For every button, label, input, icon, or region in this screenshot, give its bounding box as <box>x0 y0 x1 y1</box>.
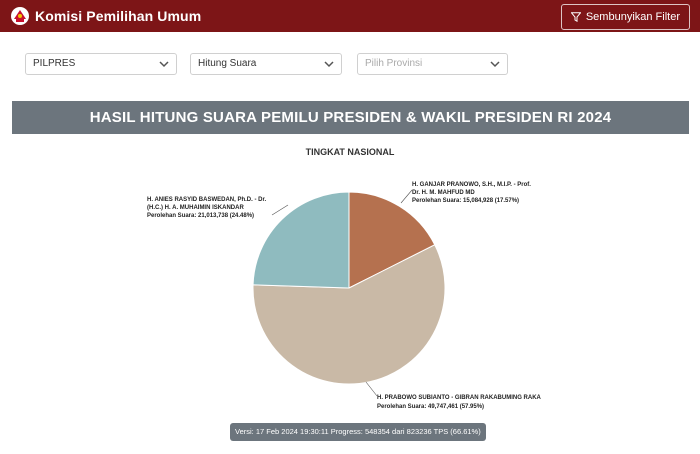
slice-prabowo[interactable] <box>252 244 446 385</box>
page-title-banner: HASIL HITUNG SUARA PEMILU PRESIDEN & WAK… <box>12 101 689 134</box>
chevron-down-icon <box>324 61 334 68</box>
label-prabowo-name: H. PRABOWO SUBIANTO - GIBRAN RAKABUMING … <box>377 395 542 401</box>
election-type-value: PILPRES <box>33 58 76 69</box>
label-ganjar-votes: Perolehan Suara: 15,084,928 (17.57%) <box>412 198 519 204</box>
chevron-down-icon <box>490 61 500 68</box>
kpu-logo-icon <box>11 7 29 25</box>
label-anies-name-2: (H.C.) H. A. MUHAIMIN ISKANDAR <box>147 205 244 211</box>
label-ganjar-name-2: Dr. H. M. MAHFUD MD <box>412 190 475 196</box>
label-anies-name-1: H. ANIES RASYID BASWEDAN, Ph.D. - Dr. <box>147 197 266 203</box>
top-navbar: Komisi Pemilihan Umum Sembunyikan Filter <box>0 0 700 32</box>
label-prabowo-votes: Perolehan Suara: 49,747,461 (57.95%) <box>377 404 484 410</box>
version-progress-badge: Versi: 17 Feb 2024 19:30:11 Progress: 54… <box>230 423 486 441</box>
count-type-select[interactable]: Hitung Suara <box>190 53 342 75</box>
label-ganjar-name-1: H. GANJAR PRANOWO, S.H., M.I.P. - Prof. <box>412 182 531 188</box>
connector-ganjar <box>400 189 413 204</box>
filter-icon <box>570 12 581 22</box>
brand[interactable]: Komisi Pemilihan Umum <box>10 6 201 26</box>
slice-anies[interactable] <box>252 191 350 289</box>
label-anies-votes: Perolehan Suara: 21,013,738 (24.48%) <box>147 213 254 219</box>
filter-bar: PILPRES Hitung Suara Pilih Provinsi <box>0 53 700 75</box>
connector-anies <box>271 204 289 216</box>
connector-prabowo <box>365 381 378 397</box>
slice-ganjar[interactable] <box>348 191 436 289</box>
election-type-select[interactable]: PILPRES <box>25 53 177 75</box>
app-title: Komisi Pemilihan Umum <box>35 8 202 24</box>
province-select[interactable]: Pilih Provinsi <box>357 53 508 75</box>
hide-filter-label: Sembunyikan Filter <box>585 11 680 23</box>
province-placeholder: Pilih Provinsi <box>365 58 423 69</box>
vote-pie-chart: H. GANJAR PRANOWO, S.H., M.I.P. - Prof. … <box>147 182 542 410</box>
count-type-value: Hitung Suara <box>198 58 257 69</box>
chevron-down-icon <box>159 61 169 68</box>
hide-filter-button[interactable]: Sembunyikan Filter <box>560 4 690 30</box>
chart-subtitle: TINGKAT NASIONAL <box>305 147 395 157</box>
